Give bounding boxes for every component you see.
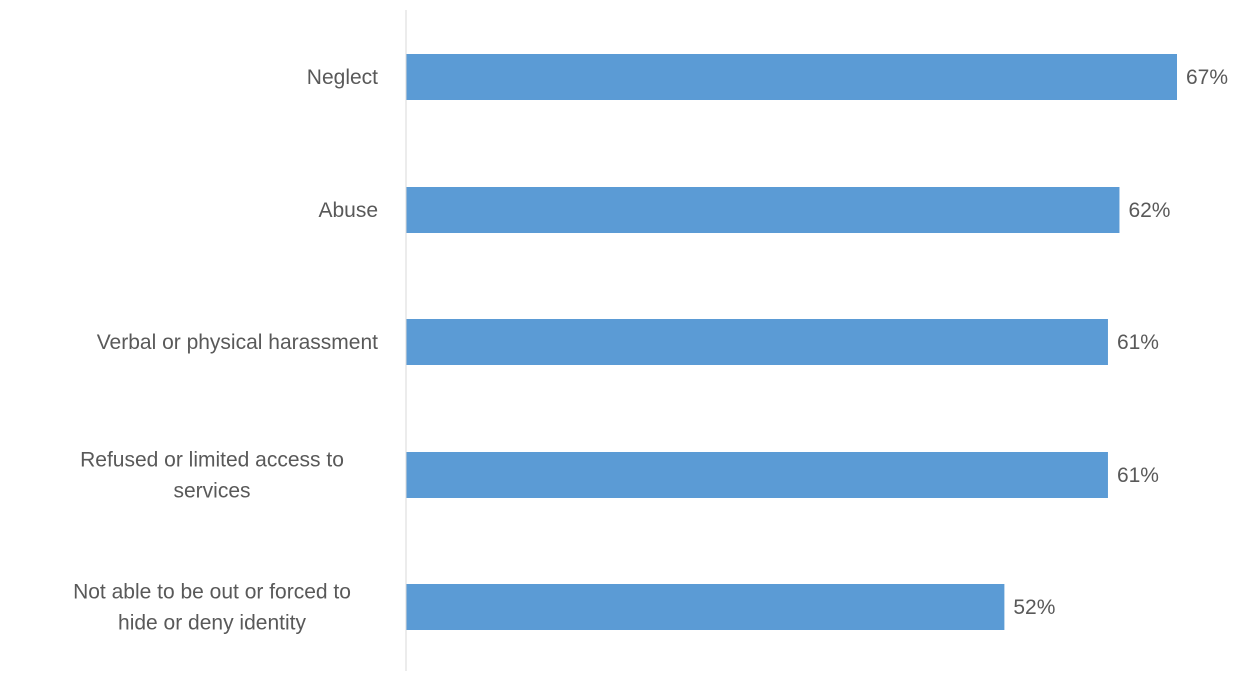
category-label-2: Verbal or physical harassment (97, 331, 378, 354)
category-label-line: services (173, 480, 250, 503)
category-label-line: Abuse (318, 199, 378, 222)
value-label-4: 52% (1013, 596, 1055, 619)
category-label-line: hide or deny identity (118, 612, 306, 635)
bar-2 (406, 319, 1108, 365)
bar-4 (406, 584, 1005, 630)
category-label-line: Refused or limited access to (80, 449, 344, 472)
value-label-2: 61% (1117, 331, 1159, 354)
category-label-line: Neglect (307, 66, 378, 89)
bar-1 (406, 187, 1120, 233)
bar-3 (406, 452, 1108, 498)
bars-layer (406, 54, 1177, 630)
category-label-1: Abuse (318, 199, 378, 222)
value-label-0: 67% (1186, 66, 1228, 89)
bar-0 (406, 54, 1177, 100)
category-label-line: Not able to be out or forced to (73, 581, 351, 604)
category-labels-layer: Neglect Abuse Verbal or physical harassmen… (73, 66, 378, 635)
value-labels-layer: 67% 62% 61% 61% 52% (1013, 66, 1228, 619)
category-label-3: Refused or limited access to services (80, 449, 344, 503)
category-label-4: Not able to be out or forced to hide or d… (73, 581, 351, 635)
category-label-line: Verbal or physical harassment (97, 331, 378, 354)
value-label-3: 61% (1117, 464, 1159, 487)
value-label-1: 62% (1128, 199, 1170, 222)
category-label-0: Neglect (307, 66, 378, 89)
